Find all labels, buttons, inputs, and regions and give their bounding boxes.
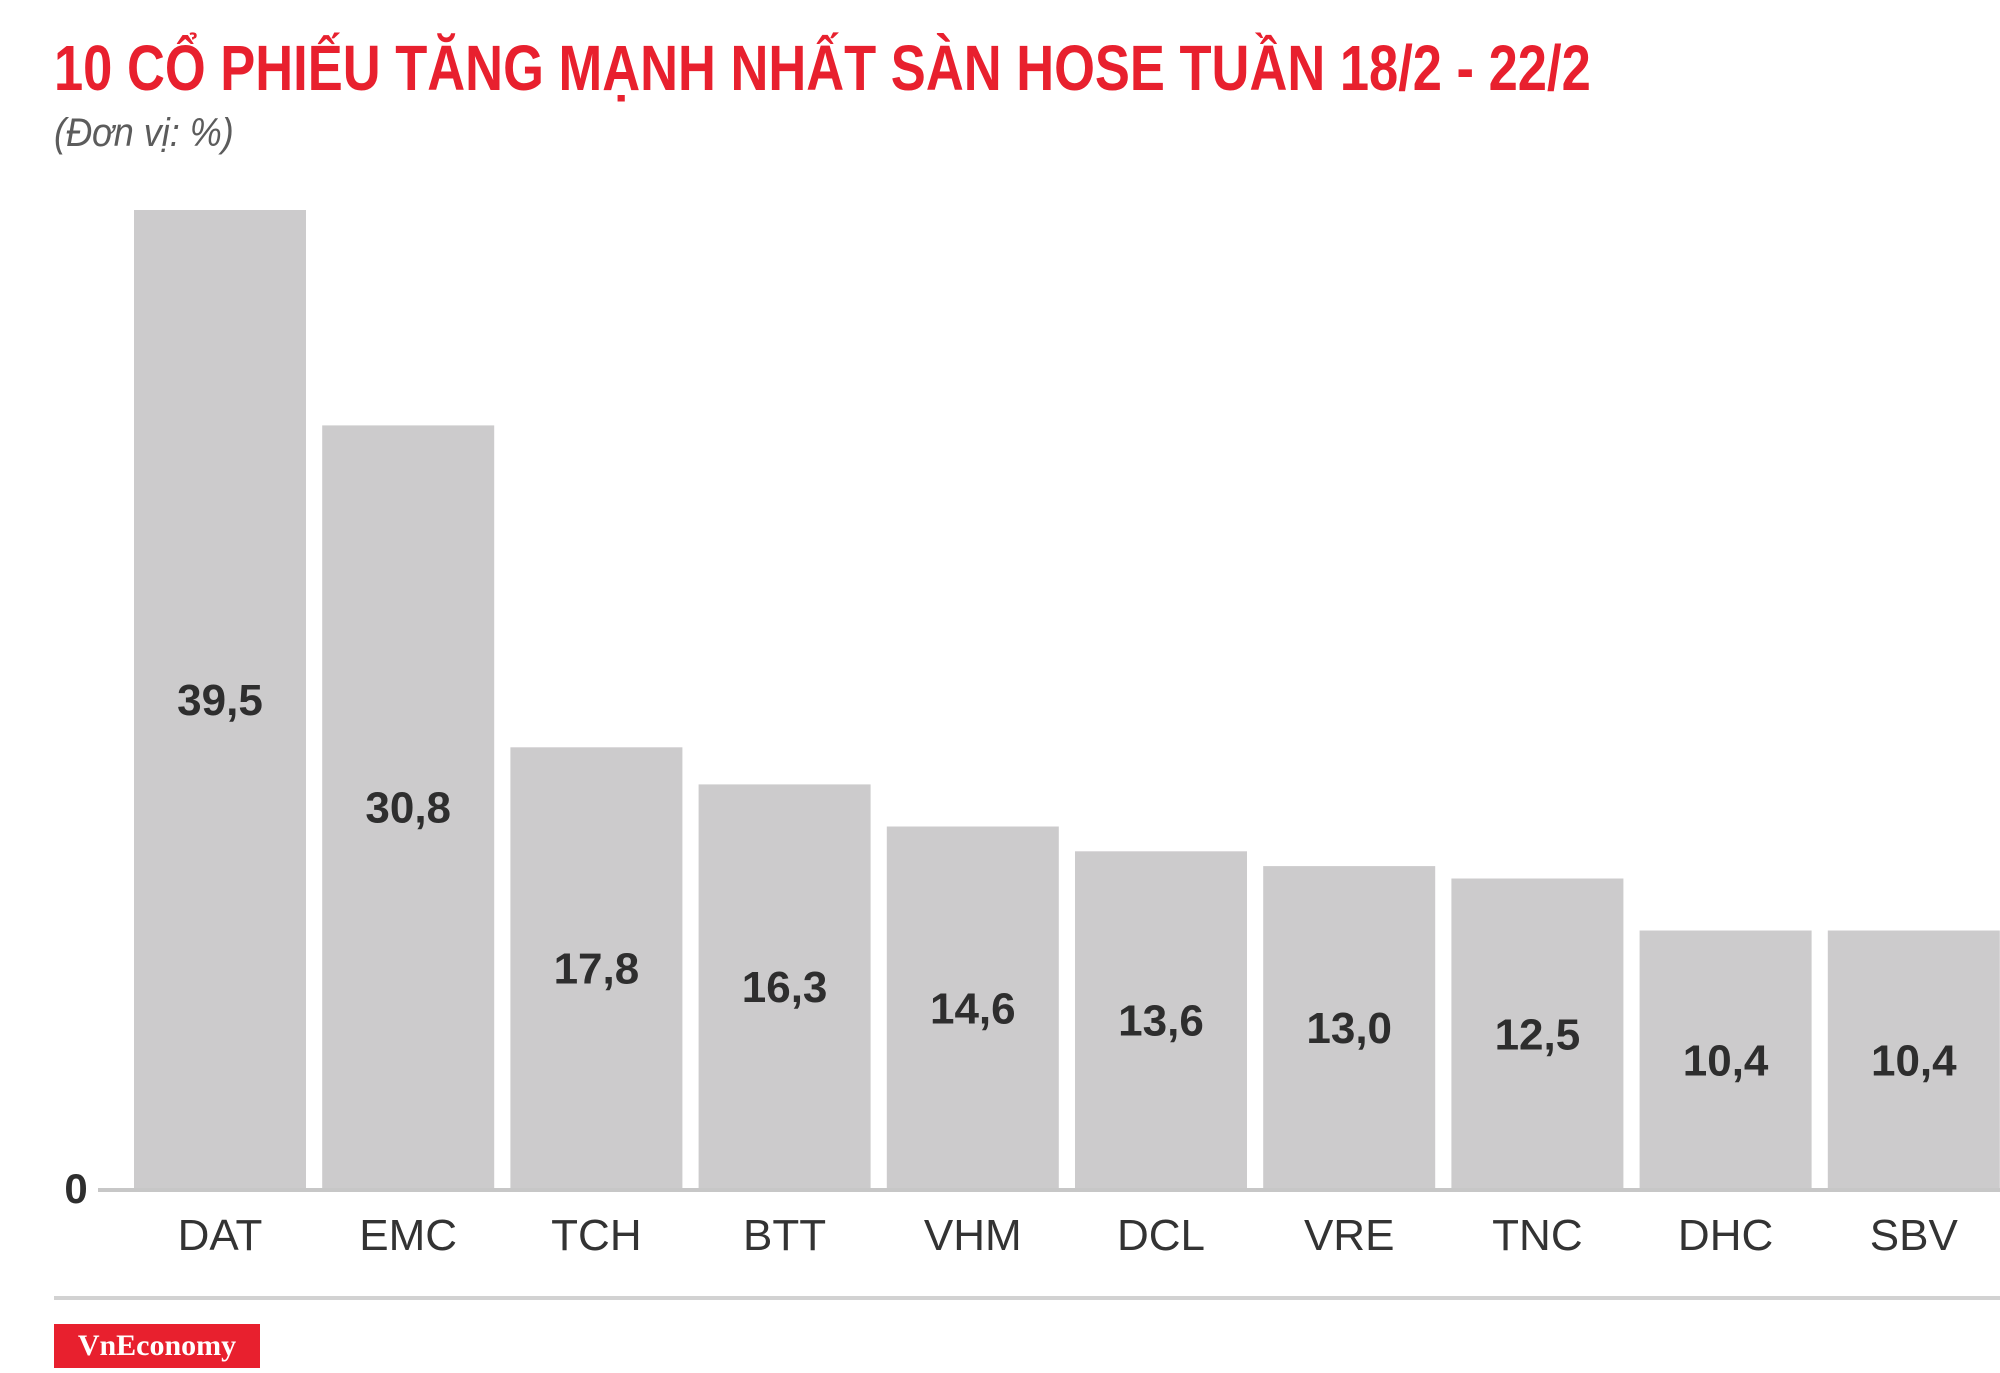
value-label-vhm: 14,6 — [930, 984, 1016, 1033]
category-label-tch: TCH — [551, 1211, 641, 1260]
value-label-vre: 13,0 — [1306, 1004, 1392, 1053]
value-labels-group: 39,5 30,8 17,8 16,3 14,6 13,6 13,0 12,5 10,4 10,4 — [177, 676, 1957, 1085]
category-label-emc: EMC — [359, 1211, 457, 1260]
category-label-dhc: DHC — [1678, 1211, 1773, 1260]
category-labels-group: DAT EMC TCH BTT VHM DCL VRE TNC DHC SBV — [178, 1211, 1959, 1260]
bar-dcl — [1075, 851, 1247, 1188]
value-label-sbv: 10,4 — [1871, 1036, 1957, 1085]
category-label-tnc: TNC — [1492, 1211, 1582, 1260]
value-label-emc: 30,8 — [365, 784, 451, 833]
value-label-dcl: 13,6 — [1118, 997, 1204, 1046]
bar-btt — [698, 784, 871, 1188]
bars-group — [134, 210, 2000, 1188]
bar-tnc — [1451, 878, 1624, 1188]
value-label-tnc: 12,5 — [1495, 1010, 1581, 1059]
bar-vre — [1263, 866, 1436, 1188]
category-label-vre: VRE — [1304, 1211, 1394, 1260]
category-label-dcl: DCL — [1117, 1211, 1205, 1260]
bar-dat — [134, 210, 306, 1188]
value-label-dhc: 10,4 — [1683, 1036, 1769, 1085]
bar-vhm — [886, 826, 1059, 1188]
chart-title: 10 CỔ PHIẾU TĂNG MẠNH NHẤT SÀN HOSE TUẦN… — [54, 32, 1591, 104]
bar-emc — [322, 425, 495, 1188]
value-label-tch: 17,8 — [554, 945, 640, 994]
category-label-dat: DAT — [178, 1211, 263, 1260]
bar-tch — [510, 747, 683, 1188]
bar-chart: 39,5 30,8 17,8 16,3 14,6 13,6 13,0 12,5 10,4 10,4… — [64, 210, 2000, 1260]
category-label-sbv: SBV — [1870, 1211, 1959, 1260]
y-axis-zero-label: 0 — [64, 1165, 87, 1212]
bar-dhc — [1639, 930, 1812, 1188]
unit-subtitle: (Đơn vị: %) — [54, 111, 234, 155]
vneconomy-logo: VnEconomy — [54, 1324, 260, 1368]
value-label-dat: 39,5 — [177, 676, 263, 725]
category-label-vhm: VHM — [924, 1211, 1022, 1260]
value-label-btt: 16,3 — [742, 963, 828, 1012]
footer-divider — [54, 1296, 2000, 1300]
bar-sbv — [1827, 930, 2000, 1188]
category-label-btt: BTT — [743, 1211, 826, 1260]
